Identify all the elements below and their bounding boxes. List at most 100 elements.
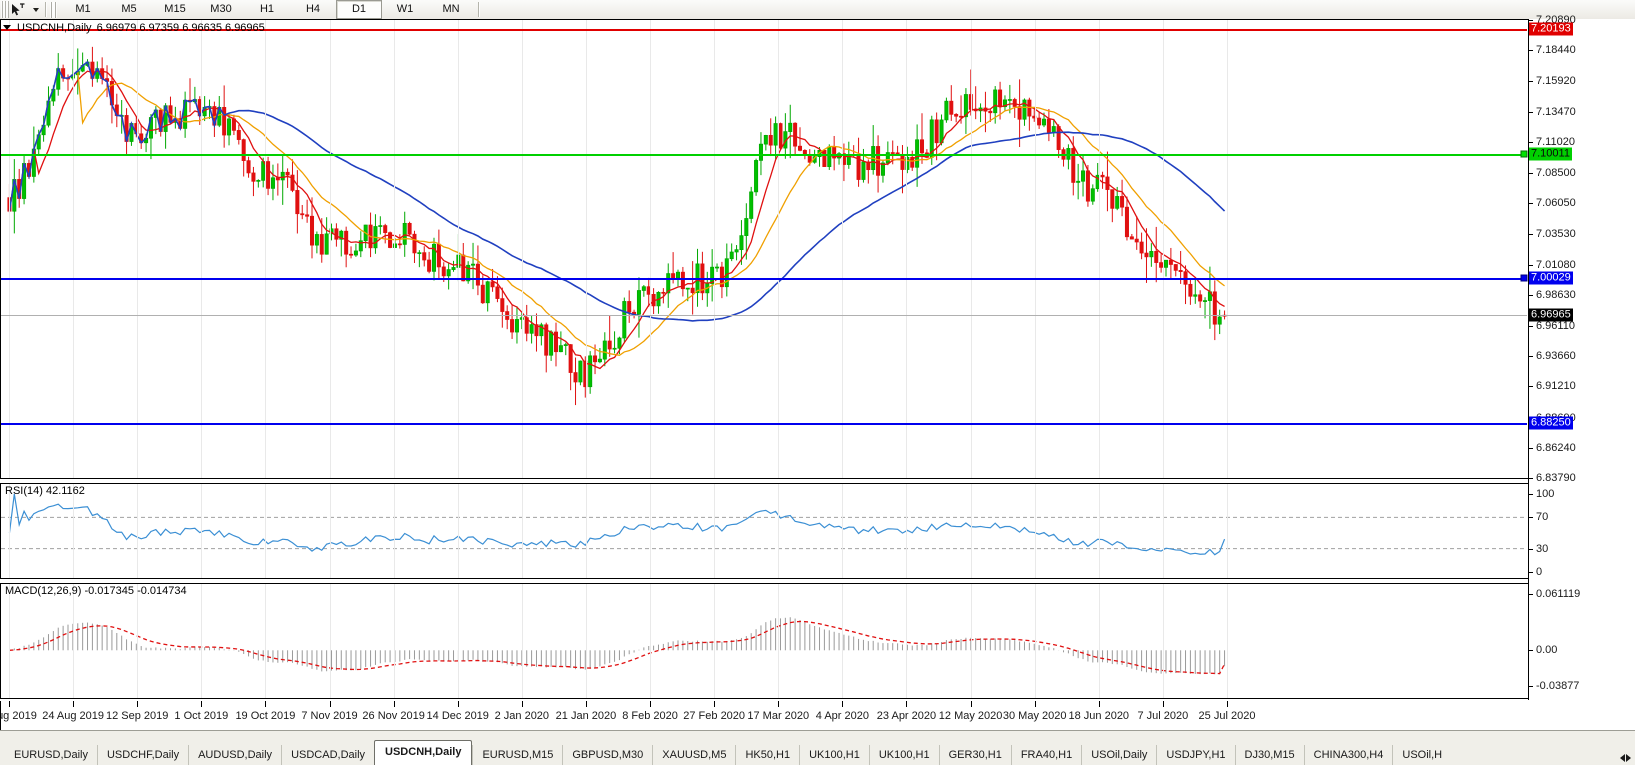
grid-line bbox=[201, 584, 203, 698]
triangle-down-icon[interactable] bbox=[3, 25, 11, 30]
chart-tab-fra40-h1[interactable]: FRA40,H1 bbox=[1010, 745, 1081, 765]
chart-tab-hk50-h1[interactable]: HK50,H1 bbox=[735, 745, 799, 765]
price-scale[interactable]: 7.20890 7.18440 7.15920 7.13470 7.11020 7.085… bbox=[1528, 14, 1635, 730]
timeframe-mn[interactable]: MN bbox=[442, 3, 460, 15]
grid-line bbox=[714, 484, 716, 578]
grid-line bbox=[329, 20, 331, 478]
crosshair-cursor-icon[interactable] bbox=[9, 1, 29, 18]
grid-line bbox=[778, 584, 780, 698]
date-label: 4 Apr 2020 bbox=[815, 710, 869, 722]
price-label: 7.18440 bbox=[1536, 44, 1576, 57]
chart-canvas[interactable]: USDCNH,Daily 6.96979 6.97359 6.96635 6.9… bbox=[0, 14, 1635, 730]
grid-line bbox=[906, 20, 908, 478]
grid-line bbox=[73, 584, 75, 698]
chart-tab-uk100-h1[interactable]: UK100,H1 bbox=[799, 745, 869, 765]
arrow-left-icon[interactable] bbox=[1620, 754, 1625, 762]
chart-tab-bar: EURUSD,Daily USDCHF,Daily AUDUSD,Daily USDC… bbox=[0, 730, 1635, 765]
grid-line bbox=[842, 484, 844, 578]
grid-line bbox=[778, 20, 780, 478]
date-tick bbox=[265, 701, 267, 707]
cursor-dropdown-button[interactable] bbox=[29, 1, 42, 18]
timeframe-buttons: M1 M5 M15 M30 H1 H4 D1 W1 MN bbox=[60, 0, 474, 19]
date-tick bbox=[842, 701, 844, 707]
grid-line bbox=[329, 484, 331, 578]
grid-line bbox=[137, 20, 139, 478]
date-label: 24 Aug 2019 bbox=[42, 710, 104, 722]
date-label: 12 Sep 2019 bbox=[106, 710, 169, 722]
price-tick bbox=[1528, 447, 1533, 449]
grid-line bbox=[457, 20, 459, 478]
timeframe-group-handle[interactable] bbox=[50, 1, 57, 18]
macd-level-label: 0.061119 bbox=[1536, 588, 1581, 600]
support-line-blue-1-handle[interactable] bbox=[1520, 274, 1528, 282]
grid-line bbox=[585, 484, 587, 578]
grid-line bbox=[9, 484, 10, 578]
chart-tab-usdjpy-h1[interactable]: USDJPY,H1 bbox=[1156, 745, 1234, 765]
chart-tab-ger30-h1[interactable]: GER30,H1 bbox=[938, 745, 1011, 765]
timeframe-m15[interactable]: M15 bbox=[164, 3, 186, 15]
macd-pane[interactable]: MACD(12,26,9) -0.017345 -0.014734 bbox=[0, 583, 1528, 699]
chart-tab-eurusd-m15[interactable]: EURUSD,M15 bbox=[472, 745, 562, 765]
date-tick bbox=[970, 701, 972, 707]
grid-line bbox=[1227, 584, 1228, 698]
timeframe-toolbar: M1 M5 M15 M30 H1 H4 D1 W1 MN bbox=[0, 0, 1635, 20]
price-label: 6.93660 bbox=[1536, 350, 1576, 363]
timeframe-m5[interactable]: M5 bbox=[121, 3, 137, 15]
support-line-blue-2[interactable] bbox=[1, 422, 1527, 425]
timeframe-m30[interactable]: M30 bbox=[210, 3, 232, 15]
chart-tab-china300-h4[interactable]: CHINA300,H4 bbox=[1303, 745, 1393, 765]
date-tick bbox=[393, 701, 395, 707]
macd-tick bbox=[1528, 650, 1533, 652]
date-tick bbox=[1227, 701, 1228, 707]
date-label: 7 Nov 2019 bbox=[301, 710, 358, 722]
chart-tab-dj30-m15[interactable]: DJ30,M15 bbox=[1234, 745, 1304, 765]
chart-tab-audusd-daily[interactable]: AUDUSD,Daily bbox=[188, 745, 281, 765]
resistance-line-green-handle[interactable] bbox=[1520, 150, 1528, 158]
price-label: 7.01080 bbox=[1536, 258, 1576, 271]
grid-line bbox=[585, 20, 587, 478]
symbol-label: USDCNH,Daily bbox=[17, 21, 92, 34]
resistance-line-green[interactable] bbox=[1, 154, 1527, 157]
price-pane[interactable]: USDCNH,Daily 6.96979 6.97359 6.96635 6.9… bbox=[0, 19, 1528, 479]
grid-line bbox=[906, 584, 908, 698]
date-label: 27 Feb 2020 bbox=[683, 710, 746, 722]
grid-line bbox=[1034, 20, 1036, 478]
chart-tab-uk100-h1[interactable]: UK100,H1 bbox=[868, 745, 939, 765]
timeframe-w1[interactable]: W1 bbox=[396, 3, 414, 15]
chart-tab-gbpusd-m30[interactable]: GBPUSD,M30 bbox=[562, 745, 652, 765]
timeframe-h1[interactable]: H1 bbox=[259, 3, 275, 15]
chart-tab-usdcad-daily[interactable]: USDCAD,Daily bbox=[281, 745, 374, 765]
chart-tab-usoil-h[interactable]: USOil,H bbox=[1392, 745, 1451, 765]
grid-line bbox=[650, 484, 652, 578]
chart-tab-usoil-daily[interactable]: USOil,Daily bbox=[1081, 745, 1156, 765]
toolbar-drag-handle[interactable] bbox=[1, 1, 9, 18]
rsi-level-label: 70 bbox=[1536, 511, 1549, 524]
price-label: 6.96110 bbox=[1536, 319, 1575, 332]
chart-tab-eurusd-daily[interactable]: EURUSD,Daily bbox=[14, 749, 88, 761]
price-tick bbox=[1528, 50, 1533, 52]
grid-line bbox=[906, 484, 908, 578]
grid-line bbox=[1162, 20, 1164, 478]
date-tick bbox=[137, 701, 139, 707]
grid-line bbox=[1098, 20, 1100, 478]
rsi-pane[interactable]: RSI(14) 42.1162 bbox=[0, 483, 1528, 579]
arrow-right-icon[interactable] bbox=[1626, 754, 1631, 762]
resistance-line-red[interactable] bbox=[1, 28, 1527, 31]
support-line-blue-1[interactable] bbox=[1, 277, 1527, 280]
chart-tab-usdcnh-daily[interactable]: USDCNH,Daily bbox=[374, 740, 473, 765]
rsi-tick bbox=[1528, 494, 1533, 495]
date-tick bbox=[521, 701, 523, 707]
current-price-line[interactable] bbox=[1, 315, 1527, 317]
timeframe-d1[interactable]: D1 bbox=[336, 0, 382, 19]
timeframe-m1[interactable]: M1 bbox=[75, 3, 91, 15]
date-label: 12 May 2020 bbox=[938, 710, 1003, 722]
date-label: 2 Jan 2020 bbox=[494, 710, 550, 722]
chart-tab-usdchf-daily[interactable]: USDCHF,Daily bbox=[96, 745, 188, 765]
grid-line bbox=[970, 584, 972, 698]
grid-line bbox=[393, 20, 395, 478]
timeframe-h4[interactable]: H4 bbox=[305, 3, 321, 15]
price-tick bbox=[1528, 294, 1533, 296]
chart-tab-xauusd-m5[interactable]: XAUUSD,M5 bbox=[652, 745, 735, 765]
